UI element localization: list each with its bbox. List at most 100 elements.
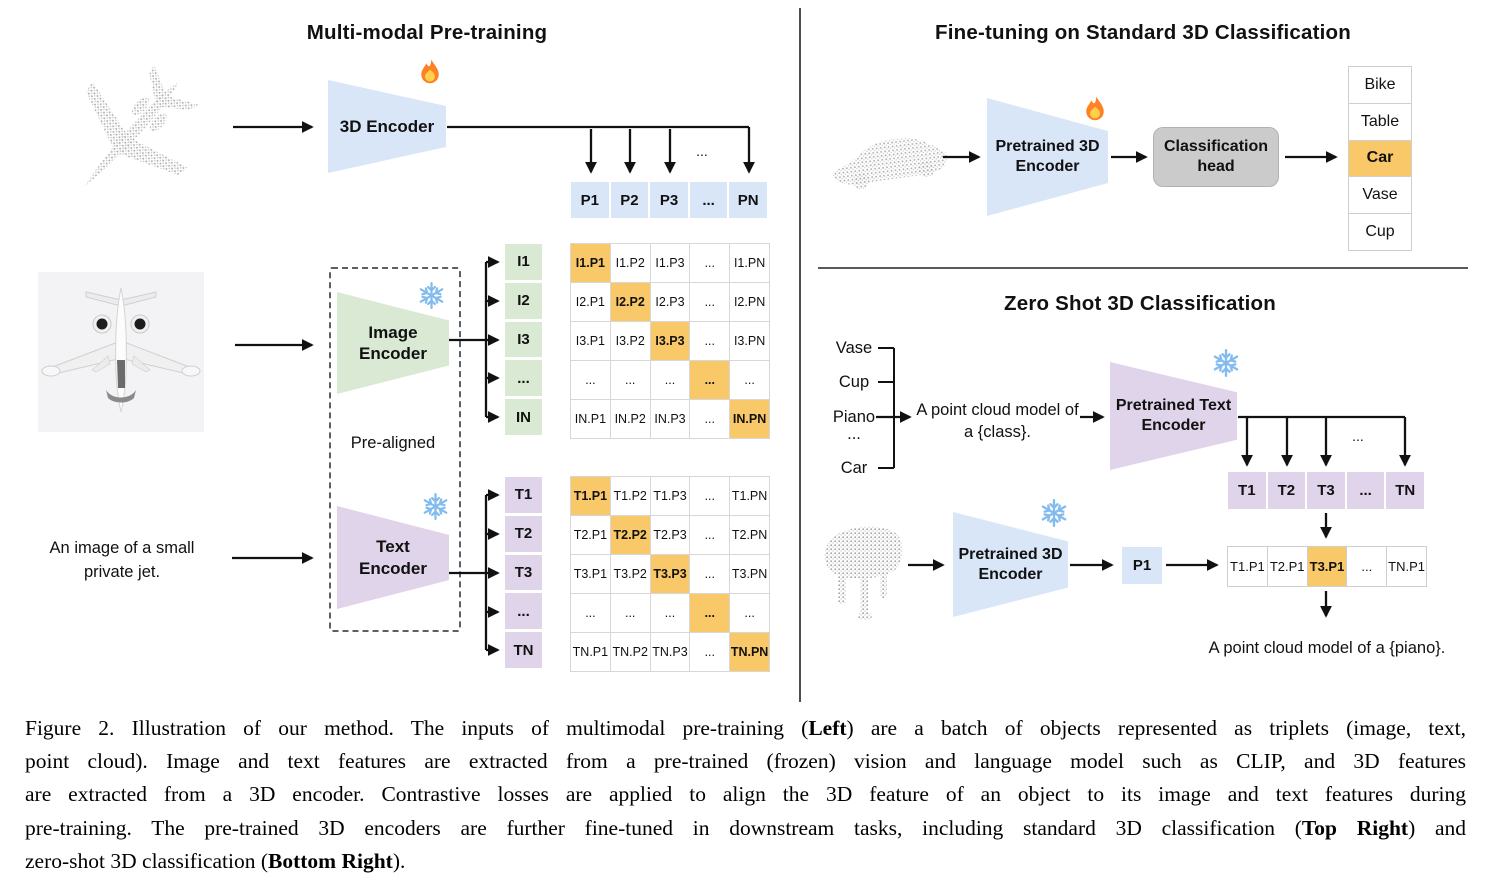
matrix-cell: T2.P2 (610, 516, 650, 554)
matrix-cell: TN.P1 (571, 633, 610, 671)
class-option: Vase (1349, 177, 1411, 214)
matrix-cell: ... (690, 400, 730, 438)
matrix-cell: T2.P1 (571, 516, 610, 554)
text-feature-cell: T2 (1267, 472, 1306, 509)
left-panel-title: Multi-modal Pre-training (306, 21, 548, 44)
matrix-cell: T1.P3 (650, 477, 690, 515)
class-option: Bike (1349, 67, 1411, 103)
similarity-cell: T1.P1 (1228, 547, 1267, 586)
matrix-cell: ... (690, 594, 730, 632)
matrix-cell: ... (690, 555, 730, 593)
text-feature-cell: TN (1386, 472, 1424, 509)
text-feature-cell: ... (1346, 472, 1385, 509)
image-feature-cell: IN (505, 399, 542, 435)
snowflake-icon (418, 282, 445, 309)
classification-head: Classification head (1153, 127, 1279, 187)
text-point-similarity-matrix: T1.P1 T1.P2 T1.P3... T1.PN T2.P1 T2.P2 T2.P3..… (570, 476, 770, 672)
matrix-cell: IN.P2 (610, 400, 650, 438)
class-option: Car (1349, 140, 1411, 177)
piano-point-cloud (824, 526, 903, 620)
matrix-cell: T3.P2 (610, 555, 650, 593)
similarity-cell: T3.P1 (1307, 547, 1347, 586)
p-feature-row: P1 P2 P3... PN (571, 182, 767, 218)
airplane-photo (38, 272, 204, 432)
text-feature-cell: T3 (1307, 472, 1345, 509)
matrix-cell: ... (690, 516, 730, 554)
matrix-cell: I1.P2 (610, 244, 650, 282)
flame-icon (1086, 96, 1104, 121)
matrix-cell: ... (610, 361, 650, 399)
classification-head-label: Classification head (1163, 138, 1269, 175)
matrix-cell: T3.PN (730, 555, 769, 593)
matrix-cell: ... (690, 633, 730, 671)
p-row-ellipsis: ... (696, 143, 708, 159)
figure-caption: Figure 2. Illustration of our method. Th… (25, 712, 1466, 878)
matrix-cell: T3.P1 (571, 555, 610, 593)
matrix-cell: I2.P1 (571, 283, 610, 321)
matrix-cell: TN.P2 (610, 633, 650, 671)
class-option: Cup (1349, 214, 1411, 250)
text-feature-cell: TN (505, 632, 542, 668)
matrix-cell: ... (610, 594, 650, 632)
matrix-cell: I2.P3 (650, 283, 690, 321)
snowflake-icon (423, 493, 448, 520)
matrix-cell: I1.P1 (571, 244, 610, 282)
matrix-cell: I2.P2 (610, 283, 650, 321)
image-feature-cell: I2 (505, 282, 542, 319)
matrix-cell: ... (650, 594, 690, 632)
matrix-cell: ... (730, 594, 769, 632)
snowflake-icon (1213, 349, 1239, 377)
matrix-cell: I1.PN (730, 244, 769, 282)
zero-shot-class-list: Vase Cup Piano... Car (826, 338, 882, 478)
matrix-cell: ... (730, 361, 769, 399)
matrix-cell: ... (571, 594, 610, 632)
zero-shot-class: Car (840, 458, 868, 477)
text-feature-cell: T1 (505, 477, 542, 513)
caption-line: zero-shot 3D classification (Bottom Righ… (25, 848, 406, 873)
image-feature-cell: I3 (505, 321, 542, 358)
matrix-cell: ... (690, 322, 730, 360)
matrix-cell: I3.P1 (571, 322, 610, 360)
p-feature-cell: P3 (650, 182, 688, 218)
car-point-cloud (832, 138, 947, 190)
image-feature-cell: I1 (505, 244, 542, 280)
text-feature-cell: T1 (1228, 472, 1266, 509)
top-right-title: Fine-tuning on Standard 3D Classificatio… (935, 21, 1351, 44)
p-feature-cell: PN (729, 182, 767, 218)
p-feature-cell: P1 (571, 182, 609, 218)
matrix-cell: TN.PN (730, 633, 769, 671)
zero-shot-class: Vase (835, 338, 873, 357)
image-point-similarity-matrix: I1.P1 I1.P2 I1.P3... I1.PN I2.P1 I2.P2 I2.P3..… (570, 243, 770, 439)
panel-dividers (799, 8, 1468, 702)
class-option: Table (1349, 103, 1411, 140)
similarity-cell: TN.P1 (1387, 547, 1426, 586)
matrix-cell: IN.P3 (650, 400, 690, 438)
text-prompt: An image of a small private jet. (49, 539, 195, 581)
matrix-cell: T3.P3 (650, 555, 690, 593)
caption-line: Figure 2. Illustration of our method. Th… (25, 716, 1467, 740)
caption-line: pre-training. The pre-trained 3D encoder… (25, 815, 1467, 840)
pretrained-text-encoder-label: Pretrained Text Encoder (1115, 397, 1232, 434)
pretrained-3d-encoder-finetune-label: Pretrained 3D Encoder (995, 138, 1100, 175)
airplane-point-cloud (82, 64, 199, 189)
similarity-cell: T2.P1 (1267, 547, 1307, 586)
snowflake-icon (1041, 499, 1067, 527)
caption-line: are extracted from a 3D encoder. Contras… (25, 782, 1466, 807)
image-feature-column: I1 I2 I3... IN (505, 244, 542, 435)
pretrained-3d-encoder-zeroshot-label: Pretrained 3D Encoder (958, 545, 1063, 583)
caption-line: point cloud). Image and text features ar… (25, 749, 1466, 774)
text-encoder-label: Text Encoder (358, 537, 428, 578)
text-feature-cell: T3 (505, 554, 542, 591)
zero-shot-class: Cup (838, 372, 870, 391)
encoder-3d-label: 3D Encoder (339, 116, 435, 136)
matrix-cell: TN.P3 (650, 633, 690, 671)
prompt-template: A point cloud model of a {class}. (916, 401, 1079, 441)
p1-feature-box: P1 (1122, 547, 1162, 584)
classification-result-list: Bike Table Car Vase Cup (1348, 66, 1412, 251)
image-feature-cell: ... (505, 360, 542, 397)
zero-shot-result: A point cloud model of a {piano}. (1208, 639, 1446, 657)
matrix-cell: ... (571, 361, 610, 399)
matrix-cell: I1.P3 (650, 244, 690, 282)
